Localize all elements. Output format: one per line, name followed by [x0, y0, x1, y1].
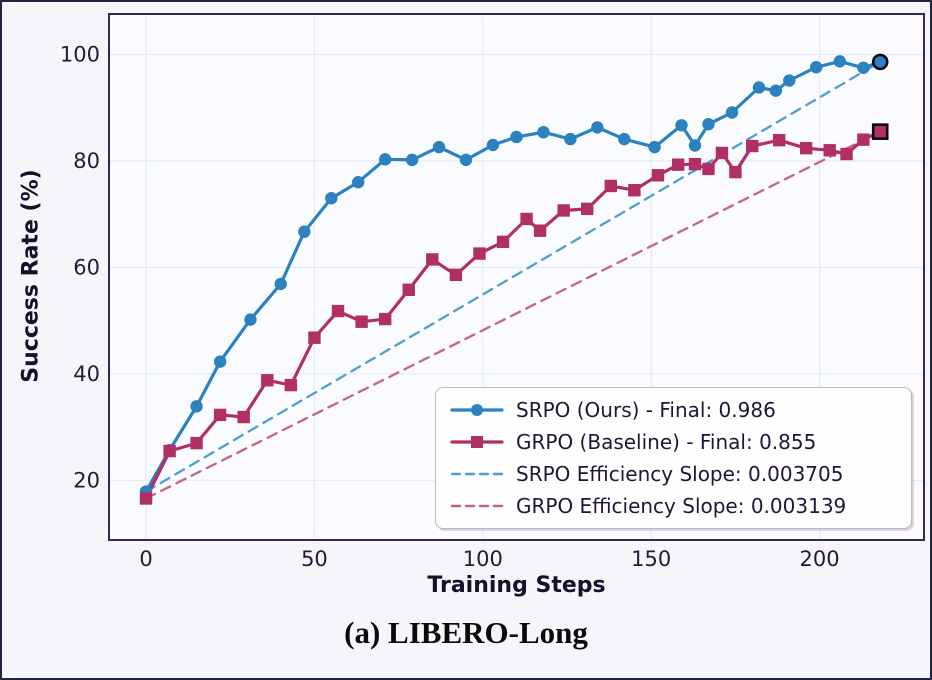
- x-tick-label: 50: [301, 547, 328, 571]
- legend-entry-srpo-slope: SRPO Efficiency Slope: 0.003705: [450, 459, 899, 490]
- srpo-data-point: [378, 153, 392, 166]
- y-axis-label: Success Rate (%): [18, 169, 44, 383]
- srpo-data-point: [810, 61, 823, 74]
- grpo-data-point: [729, 165, 742, 179]
- srpo-data-point: [725, 106, 739, 119]
- legend-entry-grpo: GRPO (Baseline) - Final: 0.855: [450, 427, 899, 458]
- srpo-data-point: [405, 153, 419, 167]
- grpo-data-point: [284, 378, 298, 392]
- srpo-data-point: [783, 74, 796, 87]
- grpo-data-point: [857, 133, 870, 146]
- grpo-data-point: [557, 204, 570, 217]
- y-tick-label: 100: [60, 42, 100, 66]
- srpo-data-point: [298, 225, 311, 238]
- dashed-line-sample-icon: [450, 472, 504, 476]
- srpo-data-point: [352, 176, 365, 189]
- grpo-data-point: [355, 315, 368, 328]
- grpo-data-point: [581, 202, 594, 216]
- grpo-data-point: [473, 247, 486, 260]
- grpo-data-point: [308, 331, 321, 344]
- circle-line-sample-icon: [450, 404, 504, 416]
- srpo-data-point: [702, 118, 715, 131]
- srpo-data-point: [564, 132, 577, 146]
- grpo-data-point: [520, 212, 533, 226]
- y-tick-label: 60: [73, 255, 100, 279]
- srpo-data-point: [675, 119, 688, 132]
- legend: SRPO (Ours) - Final: 0.986 GRPO (Baseline…: [435, 387, 912, 529]
- srpo-data-point: [459, 153, 473, 167]
- legend-entry-grpo-slope: GRPO Efficiency Slope: 0.003139: [450, 491, 899, 522]
- srpo-data-point: [591, 121, 604, 134]
- y-tick-label: 20: [73, 468, 100, 492]
- y-tick-label: 80: [73, 149, 100, 173]
- srpo-data-point: [537, 125, 550, 139]
- grpo-data-point: [261, 374, 274, 387]
- srpo-data-point: [648, 140, 661, 154]
- grpo-data-point: [426, 253, 439, 266]
- srpo-data-point: [432, 140, 446, 154]
- grpo-data-point: [331, 304, 345, 318]
- grpo-data-point: [533, 224, 547, 237]
- srpo-data-point: [833, 55, 847, 68]
- dashed-line-sample-icon: [450, 504, 504, 508]
- grpo-data-point: [190, 436, 203, 450]
- srpo-data-point: [325, 192, 338, 205]
- srpo-final-point: [871, 53, 889, 71]
- legend-entry-label: GRPO (Baseline) - Final: 0.855: [516, 430, 817, 454]
- x-axis-label: Training Steps: [427, 573, 606, 598]
- x-tick-label: 200: [800, 547, 840, 571]
- x-tick-label: 150: [631, 547, 671, 571]
- srpo-data-point: [618, 132, 631, 146]
- legend-entry-label: SRPO (Ours) - Final: 0.986: [516, 398, 776, 422]
- grpo-data-point: [715, 146, 729, 160]
- grpo-data-point: [496, 235, 510, 249]
- grpo-data-point: [688, 157, 702, 171]
- srpo-data-point: [688, 139, 702, 152]
- legend-entry-label: GRPO Efficiency Slope: 0.003139: [516, 494, 847, 518]
- srpo-data-point: [190, 400, 203, 413]
- srpo-data-point: [752, 81, 766, 94]
- grpo-data-point: [823, 144, 836, 157]
- grpo-data-point: [402, 283, 415, 296]
- grpo-data-point: [671, 158, 685, 171]
- grpo-final-point: [871, 123, 889, 140]
- y-tick-label: 40: [73, 362, 100, 386]
- grpo-data-point: [746, 139, 759, 153]
- grpo-data-point: [772, 133, 786, 147]
- axes-frame: [108, 13, 925, 541]
- srpo-efficiency-slope-line: [144, 60, 882, 493]
- srpo-data-point: [213, 355, 227, 368]
- grpo-data-point: [628, 184, 641, 197]
- grpo-data-point: [213, 408, 227, 422]
- grpo-data-point: [449, 268, 463, 282]
- grpo-data-point: [702, 162, 715, 176]
- srpo-data-point: [510, 130, 523, 144]
- grpo-data-point: [840, 147, 853, 161]
- legend-entry-label: SRPO Efficiency Slope: 0.003705: [516, 462, 844, 486]
- x-tick-label: 100: [463, 547, 503, 571]
- srpo-data-point: [244, 313, 257, 326]
- grpo-data-point: [378, 312, 392, 326]
- grpo-data-point: [651, 169, 665, 182]
- grpo-data-point: [163, 444, 176, 458]
- grpo-data-point: [799, 141, 813, 155]
- legend-entry-srpo: SRPO (Ours) - Final: 0.986: [450, 395, 899, 426]
- srpo-data-point: [486, 138, 500, 152]
- grpo-data-point: [237, 410, 250, 424]
- figure-caption: (a) LIBERO-Long: [344, 615, 588, 650]
- srpo-data-point: [857, 61, 870, 74]
- grpo-data-point: [604, 179, 617, 193]
- square-line-sample-icon: [450, 436, 504, 448]
- grpo-data-point: [139, 492, 153, 505]
- srpo-data-point: [274, 277, 287, 291]
- grpo-efficiency-slope-line: [144, 130, 882, 500]
- srpo-data-point: [769, 84, 783, 97]
- x-tick-label: 0: [139, 547, 152, 571]
